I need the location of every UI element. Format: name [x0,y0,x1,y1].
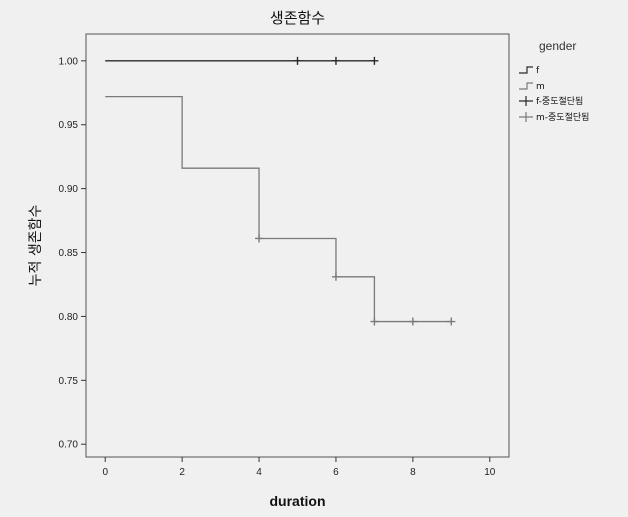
y-tick-label: 0.80 [59,312,79,323]
censor-mark-f [293,56,302,65]
x-tick-label: 8 [410,467,416,478]
y-tick-label: 0.90 [59,184,79,195]
censor-mark-m [370,317,379,326]
legend-swatch-3 [519,112,533,122]
x-tick-label: 6 [333,467,339,478]
censor-mark-f [370,56,379,65]
x-tick-label: 4 [256,467,262,478]
x-tick-label: 2 [179,467,185,478]
legend-label: f [536,66,540,76]
x-axis-label: duration [270,493,326,509]
x-tick-label: 0 [102,467,108,478]
legend-swatch-1 [519,82,533,90]
censor-mark-m [447,317,456,326]
censor-mark-m [408,317,417,326]
y-tick-label: 0.70 [59,440,79,451]
legend-swatch-2 [519,96,533,106]
x-tick-label: 10 [484,467,496,478]
censor-mark-f [331,56,340,65]
y-tick-label: 0.75 [59,376,79,387]
legend-label: m [536,82,545,92]
censor-mark-m [331,272,340,281]
chart-title: 생존함수 [270,9,325,27]
y-tick-label: 1.00 [59,56,79,67]
series-line-m [105,95,452,323]
y-tick-label: 0.85 [59,248,79,259]
censor-mark-m [255,234,264,243]
legend-label: f-중도절단됨 [536,95,583,107]
legend-title: gender [539,39,576,53]
legend-label: m-중도절단됨 [536,111,589,123]
y-axis-label: 누적 생존함수 [28,205,44,287]
plot-area [85,33,510,458]
y-tick-label: 0.95 [59,120,79,131]
legend-swatch-0 [519,66,533,74]
